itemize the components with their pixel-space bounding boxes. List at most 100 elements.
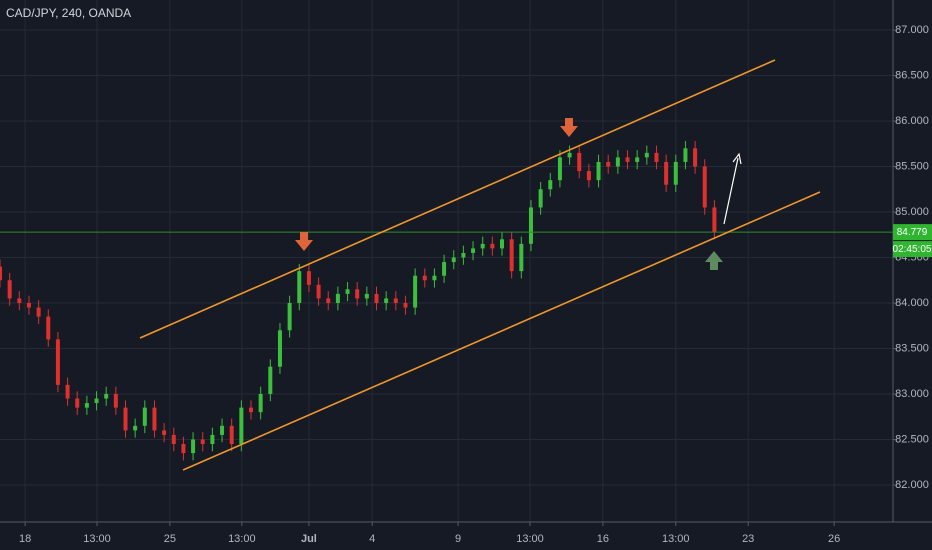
candle-body <box>374 293 379 303</box>
candle-body <box>577 152 582 172</box>
candle-body <box>384 298 389 303</box>
x-tick-label: 26 <box>828 533 840 545</box>
candle-body <box>55 339 60 385</box>
candle-body <box>297 271 302 303</box>
candle-body <box>181 444 186 454</box>
y-tick-label: 84.000 <box>895 297 929 309</box>
projection-arrow <box>723 157 739 225</box>
candle-body <box>519 243 524 272</box>
candle-body <box>606 161 611 167</box>
drawings <box>139 59 821 471</box>
candle-body <box>249 407 254 413</box>
candle-body <box>451 257 456 263</box>
candle-body <box>84 403 89 408</box>
candle-body <box>364 293 369 299</box>
candle-body <box>654 152 659 162</box>
y-tick-label: 82.000 <box>895 479 929 491</box>
candle-body <box>277 330 282 367</box>
candle-body <box>712 207 717 233</box>
last-price-box <box>893 224 932 241</box>
candle-body <box>46 316 51 340</box>
x-tick-label: 18 <box>19 533 31 545</box>
x-tick-label: 9 <box>455 533 461 545</box>
candle-body <box>413 275 418 308</box>
candle-body <box>94 398 99 404</box>
candle-body <box>316 284 321 299</box>
candle-body <box>480 243 485 249</box>
candle-body <box>258 393 263 413</box>
candle-body <box>702 166 707 208</box>
candle-body <box>538 189 543 208</box>
candle-body <box>142 407 147 426</box>
y-tick-label: 86.000 <box>895 115 929 127</box>
candle-body <box>268 366 273 394</box>
candle-body <box>113 393 118 408</box>
candle-body <box>548 180 553 190</box>
arrow-down <box>560 118 578 137</box>
candle-body <box>355 289 360 299</box>
candle-body <box>432 275 437 281</box>
x-tick-label: 13:00 <box>516 533 544 545</box>
candle-body <box>644 152 649 158</box>
candle-body <box>500 239 505 249</box>
x-tick-label: 13:00 <box>228 533 256 545</box>
candle-body <box>104 393 109 399</box>
candle-body <box>200 439 205 445</box>
candle-body <box>528 207 533 244</box>
candle-body <box>557 157 562 181</box>
candle-body <box>26 302 31 308</box>
y-tick-label: 83.500 <box>895 342 929 354</box>
candle-body <box>673 161 678 185</box>
projection-arrowhead <box>732 152 742 165</box>
y-tick-label: 86.500 <box>895 69 929 81</box>
candle-body <box>490 243 495 249</box>
candle-body <box>615 157 620 167</box>
y-tick-label: 82.500 <box>895 433 929 445</box>
candles <box>0 141 893 461</box>
countdown-box <box>893 241 932 258</box>
candle-body <box>162 430 167 435</box>
x-tick-label: Jul <box>301 533 317 545</box>
chart-title: CAD/JPY, 240, OANDA <box>6 6 131 20</box>
candle-body <box>17 298 22 303</box>
last-price-label: 84.779 <box>897 227 928 238</box>
x-tick-label: 23 <box>742 533 754 545</box>
candle-body <box>229 425 234 445</box>
candle-body <box>586 171 591 181</box>
y-tick-label: 87.000 <box>895 24 929 36</box>
candle-body <box>683 148 688 162</box>
candle-body <box>461 252 466 258</box>
x-tick-label: 4 <box>369 533 375 545</box>
x-tick-label: 13:00 <box>83 533 111 545</box>
candle-body <box>625 157 630 162</box>
candle-body <box>335 293 340 303</box>
candle-body <box>326 298 331 303</box>
candle-body <box>65 384 70 399</box>
candle-body <box>171 434 176 445</box>
candle-body <box>133 425 138 431</box>
countdown-label: 02:45:05 <box>893 244 932 255</box>
candle-body <box>7 280 12 299</box>
candle-body <box>442 262 447 276</box>
candle-body <box>693 148 698 167</box>
candle-body <box>635 157 640 162</box>
candle-body <box>210 434 215 445</box>
candle-body <box>152 407 157 431</box>
candle-body <box>567 152 572 158</box>
x-tick-label: 13:00 <box>662 533 690 545</box>
channel-lower <box>182 191 821 471</box>
candle-body <box>664 161 669 185</box>
candle-body <box>422 275 427 281</box>
arrow-down <box>295 232 313 251</box>
candle-body <box>393 298 398 303</box>
y-tick-label: 83.000 <box>895 388 929 400</box>
candle-body <box>403 302 408 308</box>
grid <box>0 0 893 522</box>
candle-body <box>36 307 41 317</box>
y-tick-label: 85.500 <box>895 160 929 172</box>
candle-body <box>239 407 244 445</box>
x-tick-label: 25 <box>164 533 176 545</box>
